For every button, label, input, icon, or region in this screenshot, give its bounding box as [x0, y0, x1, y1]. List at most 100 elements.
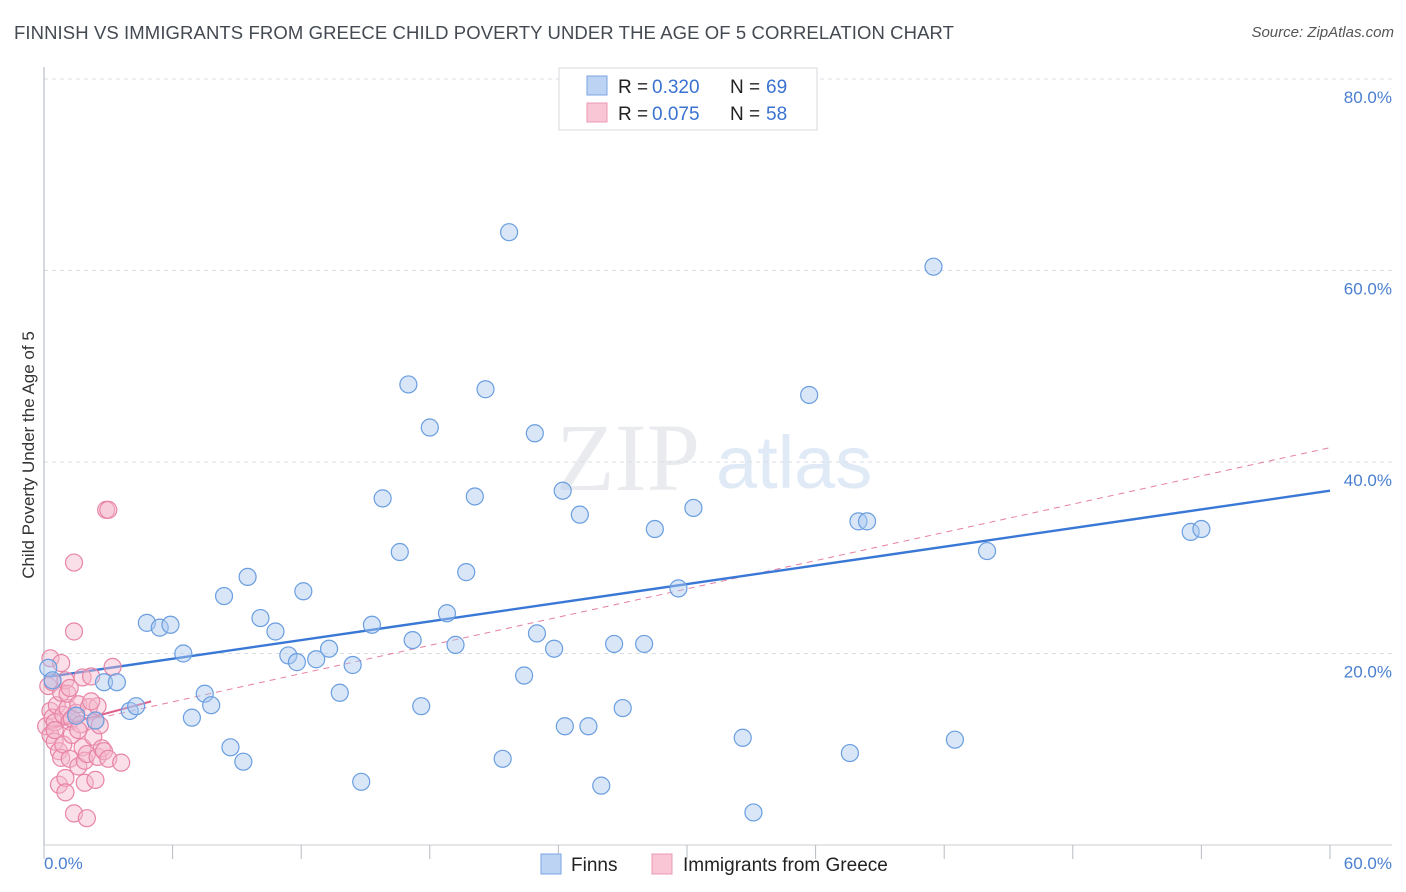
finns-point: [127, 697, 146, 716]
finns-trend-line: [43, 489, 1331, 679]
finns-point: [266, 622, 285, 641]
finns-point: [390, 542, 409, 562]
finns-point: [214, 586, 234, 606]
watermark-zip: ZIP: [556, 404, 700, 511]
chart-title: FINNISH VS IMMIGRANTS FROM GREECE CHILD …: [14, 22, 955, 43]
finns-point: [234, 752, 253, 771]
greece-n-value: 58: [766, 104, 787, 125]
x-tick-label-max: 60.0%: [1344, 854, 1392, 873]
greece-n-label: N =: [730, 104, 760, 125]
finns-point: [857, 512, 877, 531]
finns-point: [613, 698, 632, 718]
finns-point: [420, 418, 439, 437]
finns-point: [373, 489, 392, 508]
finns-point: [476, 380, 495, 399]
x-tick-label-min: 0.0%: [44, 854, 83, 873]
finns-point: [399, 375, 418, 394]
finns-point: [251, 608, 270, 628]
finns-legend-swatch: [586, 75, 608, 96]
finns-point: [161, 615, 180, 634]
finns-point: [733, 728, 752, 747]
finns-point: [570, 505, 589, 524]
finns-point: [150, 618, 169, 637]
greece-point: [45, 720, 64, 740]
y-tick-label: 80.0%: [1344, 88, 1392, 107]
greece-bottom-swatch: [651, 853, 673, 875]
finns-bottom-swatch: [540, 853, 562, 875]
finns-point: [294, 582, 313, 601]
finns-point: [457, 563, 476, 582]
finns-point: [287, 653, 307, 672]
y-tick-label: 60.0%: [1344, 280, 1392, 299]
stats-legend: R = 0.320 N = 69 R = 0.075 N = 58: [558, 67, 818, 131]
finns-point: [645, 519, 664, 539]
finns-point: [86, 711, 105, 730]
finns-point: [437, 604, 457, 623]
greece-point: [86, 770, 105, 789]
finns-n-label: N =: [730, 77, 760, 98]
finns-point: [1181, 522, 1200, 541]
greece-point: [92, 739, 111, 758]
finns-point: [403, 630, 422, 650]
finns-point: [525, 424, 544, 443]
finns-point: [330, 683, 349, 702]
greece-legend-label: Immigrants from Greece: [683, 855, 888, 876]
finns-point: [500, 223, 519, 242]
finns-point: [202, 696, 221, 715]
finns-point: [174, 644, 193, 663]
finns-point: [840, 743, 859, 763]
y-axis-label: Child Poverty Under the Age of 5: [19, 331, 38, 579]
greece-point: [56, 768, 75, 788]
finns-point: [592, 776, 611, 795]
finns-point: [238, 567, 257, 587]
greece-point: [75, 773, 94, 792]
finns-point: [362, 615, 382, 634]
finns-point: [43, 671, 62, 690]
finns-point: [465, 487, 484, 506]
watermark: ZIP atlas: [556, 404, 872, 511]
greece-point: [99, 500, 118, 519]
greece-point: [64, 553, 84, 572]
series-legend: Finns Immigrants from Greece: [540, 853, 888, 876]
finns-point: [553, 481, 572, 500]
greece-point: [103, 657, 122, 677]
y-tick-label: 40.0%: [1344, 471, 1392, 490]
finns-legend-label: Finns: [571, 855, 617, 876]
greece-point: [69, 720, 88, 740]
source-credit: Source: ZipAtlas.com: [1251, 24, 1394, 41]
finns-point: [67, 706, 86, 725]
finns-point: [343, 655, 362, 675]
greece-point: [82, 692, 101, 711]
finns-point: [319, 639, 339, 658]
y-tick-labels: 20.0% 40.0% 60.0% 80.0%: [1344, 88, 1392, 682]
watermark-atlas: atlas: [716, 421, 872, 504]
finns-point: [945, 730, 965, 749]
finns-point: [669, 579, 688, 598]
gridlines: [44, 78, 1392, 654]
finns-point: [800, 385, 819, 405]
finns-point: [493, 749, 512, 768]
finns-r-value: 0.320: [652, 77, 700, 98]
greece-point: [77, 809, 96, 828]
finns-point: [195, 684, 214, 703]
finns-r-label: R =: [618, 77, 648, 98]
finns-point: [352, 772, 371, 791]
greece-point: [64, 622, 84, 641]
finns-point: [744, 803, 763, 822]
greece-legend-swatch: [586, 102, 608, 123]
finns-n-value: 69: [766, 77, 787, 98]
greece-point: [60, 678, 79, 698]
finns-point: [635, 634, 654, 654]
finns-point: [446, 635, 465, 654]
finns-point: [221, 738, 240, 757]
finns-point: [555, 717, 574, 736]
finns-point: [94, 673, 114, 692]
finns-point: [307, 650, 326, 669]
finns-point: [579, 717, 598, 736]
greece-r-value: 0.075: [652, 104, 700, 125]
finns-point: [107, 673, 126, 692]
finns-point: [605, 634, 624, 654]
greece-point: [56, 783, 75, 802]
y-tick-label: 20.0%: [1344, 663, 1392, 682]
finns-points: [39, 223, 1211, 822]
